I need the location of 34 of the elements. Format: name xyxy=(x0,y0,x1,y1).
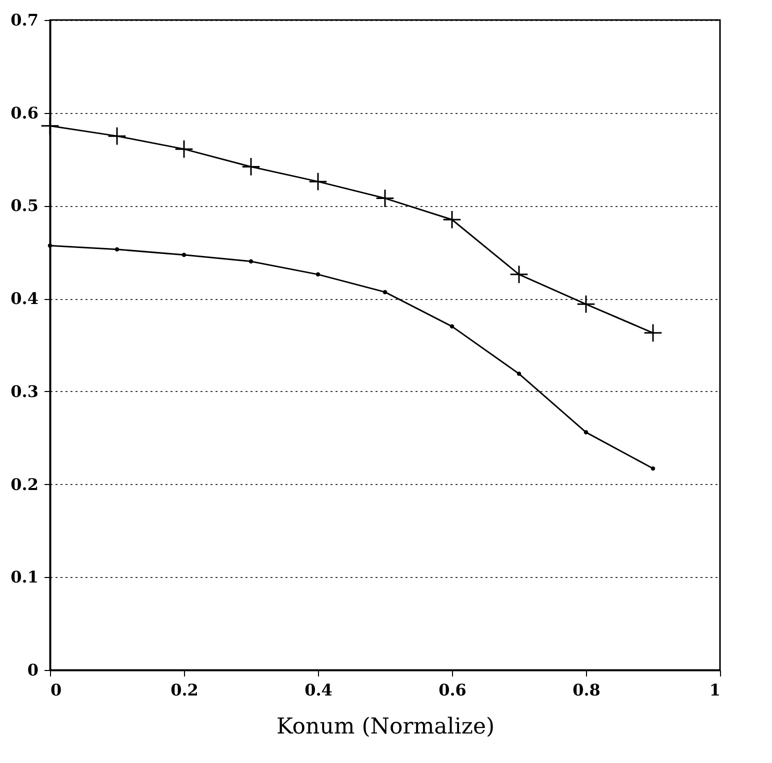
point xyxy=(242,157,260,176)
point xyxy=(48,244,52,248)
y-tick-label: 0 xyxy=(27,660,38,680)
point xyxy=(376,188,394,208)
y-tick-label: 0.5 xyxy=(10,196,38,216)
point xyxy=(108,126,126,146)
point xyxy=(584,430,588,434)
point xyxy=(450,324,454,329)
y-tick-label: 0.7 xyxy=(10,10,38,30)
y-tick-label: 0.6 xyxy=(10,103,38,122)
y-tick-label: 0.1 xyxy=(10,568,38,587)
point xyxy=(442,210,462,230)
point xyxy=(510,265,528,284)
x-tick-label: 0.4 xyxy=(304,680,332,700)
x-tick-label: 0 xyxy=(50,680,62,700)
y-tick-label: 0.3 xyxy=(10,382,38,401)
point xyxy=(516,372,522,376)
point xyxy=(174,140,194,158)
point xyxy=(248,259,254,264)
x-tick-label: 0.8 xyxy=(572,680,600,700)
point xyxy=(308,172,328,191)
point xyxy=(576,294,596,314)
x-tick-label: 0.6 xyxy=(438,680,466,700)
x-tick-label: 1 xyxy=(709,680,720,700)
y-tick-label: 0.2 xyxy=(10,474,38,494)
point xyxy=(316,272,320,277)
point xyxy=(114,247,120,252)
point xyxy=(382,290,388,294)
point xyxy=(644,324,662,342)
point xyxy=(650,466,656,471)
x-axis-title: Konum (Normalize) xyxy=(276,714,495,740)
point xyxy=(182,252,186,258)
y-tick-label: 0.4 xyxy=(10,289,38,308)
x-tick-label: 0.2 xyxy=(170,680,198,700)
